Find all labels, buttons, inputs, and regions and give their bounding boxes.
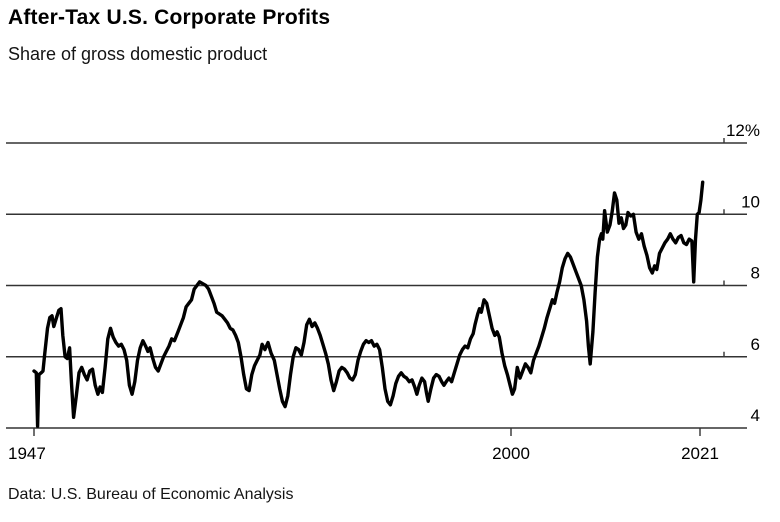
x-axis: [33, 428, 701, 436]
y-axis-label-6: 6: [751, 335, 760, 354]
x-axis-label-2021: 2021: [681, 444, 719, 463]
profit-share-line: [32, 180, 705, 428]
y-axis-label-8: 8: [751, 264, 760, 283]
y-axis-labels: 12% 10 8 6 4: [726, 121, 760, 425]
chart-title: After-Tax U.S. Corporate Profits: [8, 6, 331, 29]
x-axis-labels: 1947 2000 2021: [8, 444, 719, 463]
data-source: Data: U.S. Bureau of Economic Analysis: [8, 486, 294, 503]
x-axis-label-2000: 2000: [492, 444, 530, 463]
y-axis-label-4: 4: [751, 406, 760, 425]
y-axis-label-10: 10: [741, 192, 760, 211]
gridlines: [6, 138, 747, 429]
x-axis-label-1947: 1947: [8, 444, 46, 463]
chart-subtitle: Share of gross domestic product: [8, 44, 268, 64]
y-axis-label-12: 12%: [726, 121, 760, 140]
